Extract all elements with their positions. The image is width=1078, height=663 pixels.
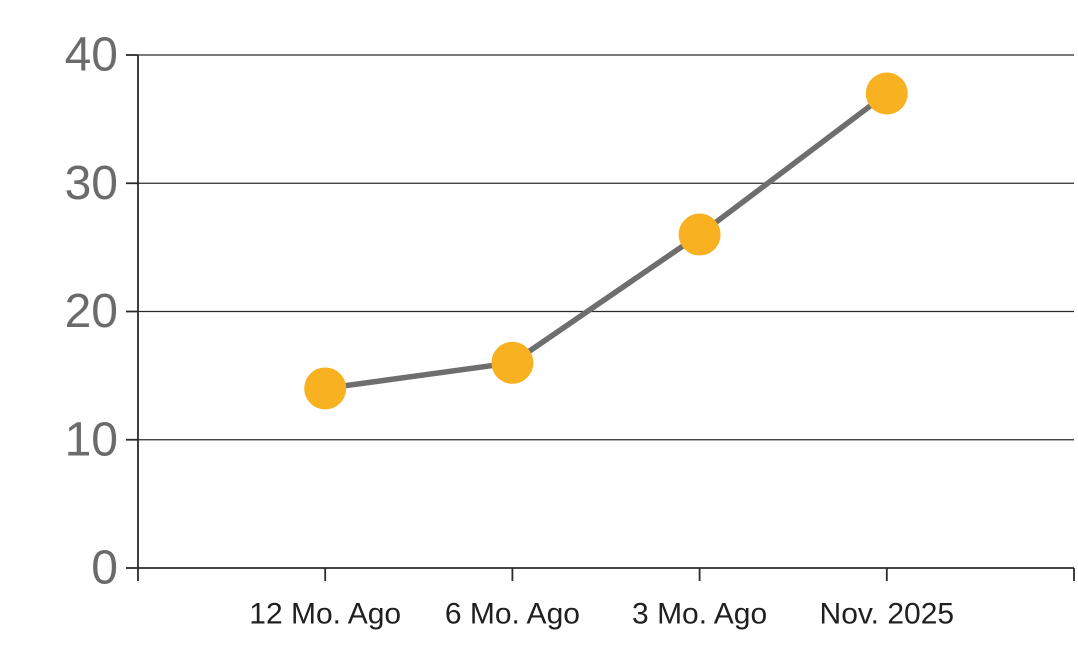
x-tick-label: 12 Mo. Ago [249, 598, 401, 631]
x-tick-label: Nov. 2025 [820, 598, 955, 631]
data-point [491, 341, 534, 384]
x-tick-label: 6 Mo. Ago [445, 598, 580, 631]
y-tick-label: 20 [65, 285, 118, 338]
data-point [678, 213, 721, 256]
data-series-line [322, 90, 890, 392]
data-point [304, 367, 347, 410]
y-tick-label: 0 [91, 542, 118, 595]
x-tick-label: 3 Mo. Ago [632, 598, 767, 631]
data-point [865, 72, 908, 115]
y-tick-label: 10 [65, 413, 118, 466]
y-tick-label: 40 [65, 29, 118, 82]
y-tick-label: 30 [65, 157, 118, 210]
